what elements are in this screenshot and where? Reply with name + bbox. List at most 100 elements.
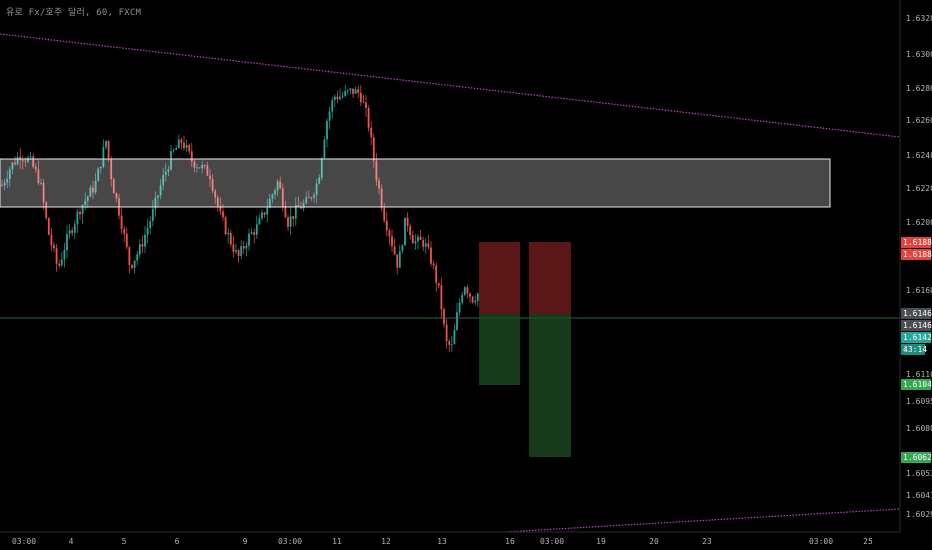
candle [448,338,451,353]
candle [261,209,263,221]
candle [466,284,469,299]
candle [45,201,48,221]
candle [193,160,196,173]
candle-body [266,207,269,215]
candle [263,211,266,218]
candle [209,168,211,188]
candle [201,160,204,174]
candle [206,161,209,176]
candle-body [203,164,206,166]
candle-body [76,211,79,225]
candle-body [422,239,425,247]
candle-body [79,211,81,215]
candle [203,163,206,170]
x-tick-label: 11 [332,537,342,546]
price-label-bg [901,320,931,331]
candle-body [354,89,357,94]
candle-body [190,151,193,162]
candle-body [453,329,456,345]
x-tick-label: 19 [596,537,606,546]
candle [411,230,414,244]
candle [284,200,287,219]
x-tick-label: 6 [175,537,180,546]
candle-body [3,182,6,186]
candle-body [458,302,461,313]
candle-body [146,227,149,235]
partial-price-label: 1. [903,345,913,354]
candle [450,336,453,352]
candle-body [125,233,128,248]
x-tick-label: 25 [863,537,873,546]
candle-body [414,241,417,244]
candle [53,242,55,253]
candle [359,85,362,107]
candle [372,133,375,169]
candle-body [271,194,274,199]
candle-body [294,205,297,219]
candle [128,246,131,274]
price-label-text: 1.61885 [903,238,932,247]
candle-body [97,168,100,181]
price-label: 1.61885 [901,237,932,248]
candle [29,152,32,160]
candle-body [29,156,32,158]
candle [170,144,172,171]
candle [349,87,352,95]
y-tick-label: 1.62800 [906,84,932,93]
x-tick-label: 03:00 [809,537,833,546]
price-label-text: 1.61465 [903,309,932,318]
candle [354,86,357,95]
candle-body [92,187,94,193]
candle-body [450,344,453,345]
candle-body [227,232,230,235]
upper-trendline [0,33,901,138]
candle [458,298,461,316]
candle [253,228,256,244]
candle-body [157,195,159,198]
candle [227,227,230,244]
candle-body [349,88,352,91]
candle [185,139,188,152]
candle [237,248,240,263]
candle-body [424,243,427,247]
candle [55,244,58,272]
candle-body [58,263,61,266]
candle [211,173,214,194]
candle [328,106,331,130]
candle [414,234,417,250]
candle-body [367,108,370,128]
candle [398,244,401,268]
candle [417,233,419,250]
price-label-bg [901,249,931,260]
candle [435,262,438,292]
candle [300,201,302,210]
short-position-stop-zone-2 [529,242,571,314]
candle-body [388,230,391,237]
candle-body [167,169,170,172]
candle-body [427,243,430,248]
candle [71,227,74,237]
candle [302,199,305,212]
price-label-bg [901,344,925,355]
candle [297,196,300,208]
candle-body [177,139,180,149]
candle [8,166,11,187]
candle-body [8,169,11,180]
candle-body [359,92,362,103]
candle-body [19,156,22,160]
candle [336,90,339,104]
candle-body [318,177,321,184]
candle [50,228,53,252]
candle-body [144,234,146,247]
candle-body [105,140,107,148]
y-tick-label: 1.62400 [906,151,932,160]
candle [333,94,336,108]
candle-body [40,182,42,184]
candle [21,155,24,170]
candle-body [21,159,24,161]
candle-body [300,207,302,209]
candle-body [391,236,393,247]
candle-body [219,206,222,212]
